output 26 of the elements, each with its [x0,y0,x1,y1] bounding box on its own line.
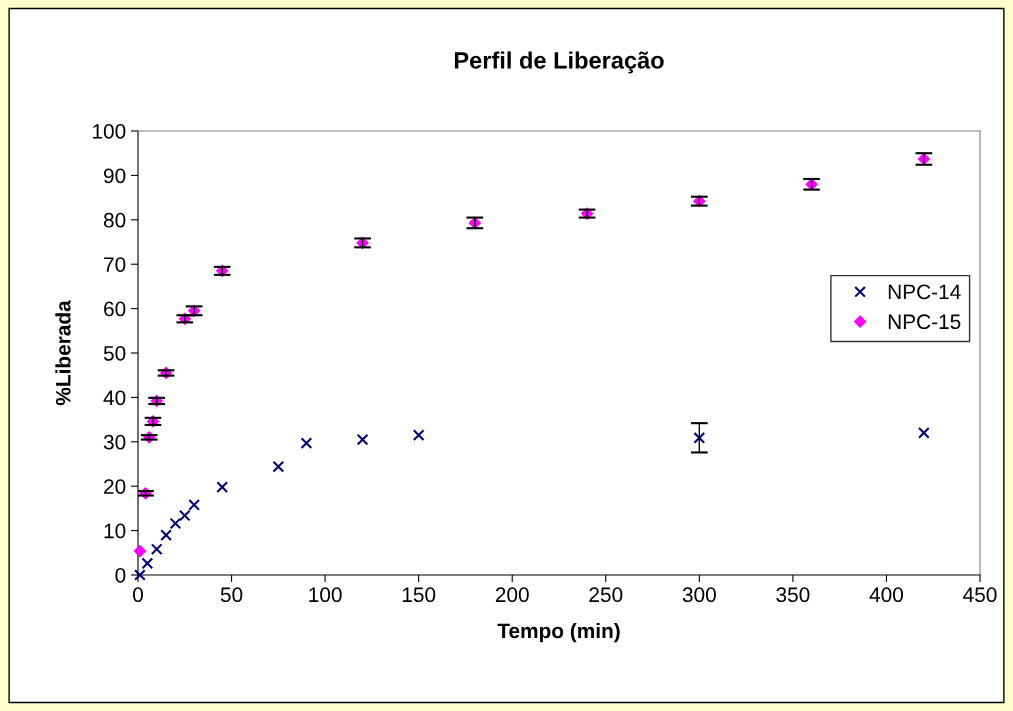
x-tick-label: 400 [869,587,904,603]
y-tick-label: 10 [104,523,126,539]
y-tick-label: 60 [104,301,126,317]
y-tick-label: 40 [103,390,126,406]
x-axis-title: Tempo (min) [497,622,620,643]
y-axis-title: %Liberada [55,300,71,406]
y-tick-label: 80 [103,212,126,228]
y-tick-label: 70 [104,257,126,272]
x-tick-label: 350 [776,587,810,603]
y-tick-label: 30 [103,434,126,450]
legend-label: NPC-15 [888,314,961,330]
x-tick-label: 50 [220,587,243,603]
y-tick-label: 0 [115,568,126,583]
y-tick-label: 50 [103,346,126,361]
x-tick-label: 150 [402,587,436,603]
chart-title: Perfil de Liberação [454,51,664,74]
legend-label: NPC-14 [888,284,961,300]
x-tick-label: 200 [495,587,529,603]
y-tick-label: 100 [93,124,126,139]
y-tick-label: 90 [104,168,126,184]
x-tick-label: 250 [589,587,623,603]
x-tick-label: 0 [133,587,143,603]
x-tick-label: 450 [963,587,997,603]
y-tick-label: 20 [104,479,126,494]
x-tick-label: 300 [682,587,716,603]
x-tick-label: 100 [309,587,342,603]
